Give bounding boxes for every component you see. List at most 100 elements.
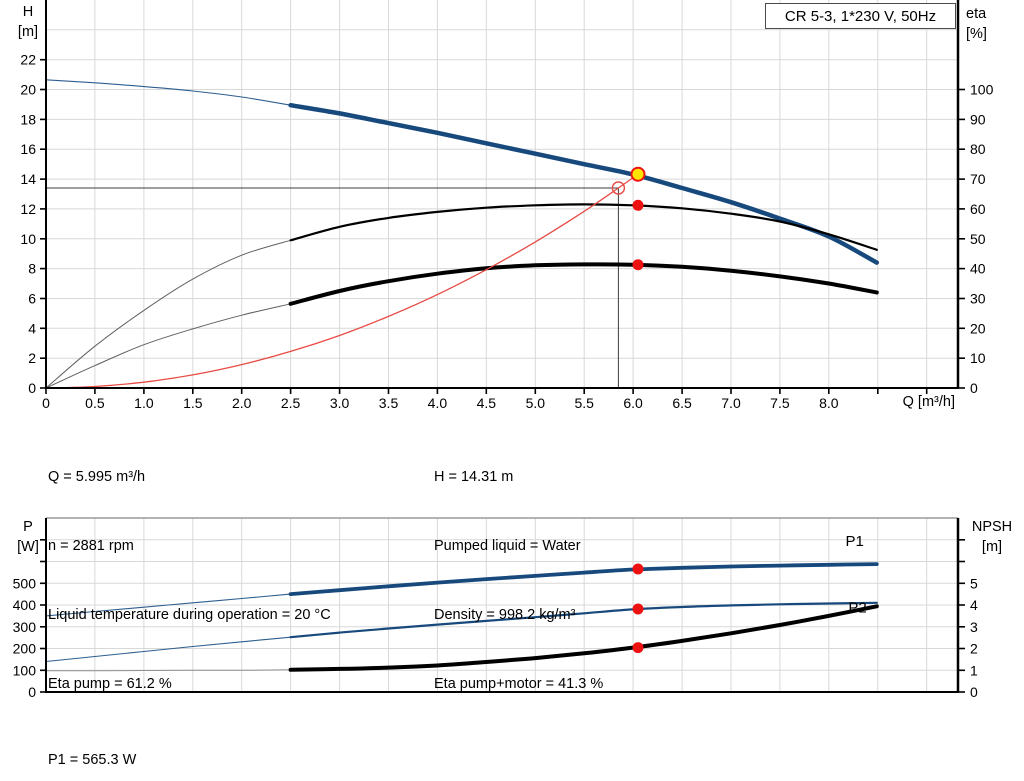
svg-text:20: 20 bbox=[970, 320, 986, 336]
svg-text:2: 2 bbox=[28, 350, 36, 366]
svg-text:6: 6 bbox=[28, 291, 36, 307]
svg-text:22: 22 bbox=[20, 52, 36, 68]
p2-curve bbox=[289, 601, 878, 639]
head-text: H = 14.31 m bbox=[434, 469, 514, 485]
svg-text:1.0: 1.0 bbox=[134, 395, 154, 411]
pumped-liquid-text: Pumped liquid = Water bbox=[434, 538, 581, 554]
duty-flow-text: Q = 5.995 m³/h bbox=[48, 469, 146, 485]
svg-text:4: 4 bbox=[970, 597, 978, 613]
system-curve bbox=[45, 173, 639, 389]
density-text: Density = 998.2 kg/m³ bbox=[434, 607, 576, 623]
svg-text:60: 60 bbox=[970, 201, 986, 217]
duty-data-left: Q = 5.995 m³/h n = 2881 rpm Liquid tempe… bbox=[48, 420, 331, 742]
svg-text:0: 0 bbox=[28, 684, 36, 700]
svg-text:2.5: 2.5 bbox=[281, 395, 301, 411]
duty-indicator-dot-1 bbox=[632, 603, 644, 615]
svg-text:5.5: 5.5 bbox=[574, 395, 594, 411]
svg-text:100: 100 bbox=[970, 82, 994, 98]
svg-text:0.5: 0.5 bbox=[85, 395, 105, 411]
eta-pump-text: Eta pump = 61.2 % bbox=[48, 676, 172, 692]
svg-text:0: 0 bbox=[28, 380, 36, 396]
svg-text:30: 30 bbox=[970, 291, 986, 307]
svg-text:3.5: 3.5 bbox=[379, 395, 399, 411]
speed-text: n = 2881 rpm bbox=[48, 538, 134, 554]
svg-text:500: 500 bbox=[13, 575, 37, 591]
series-eta-pump-curve bbox=[45, 203, 878, 389]
svg-text:6.0: 6.0 bbox=[623, 395, 643, 411]
duty-point-marker[interactable] bbox=[630, 166, 646, 182]
svg-text:0: 0 bbox=[970, 684, 978, 700]
svg-text:10: 10 bbox=[20, 231, 36, 247]
series-npsh-curve bbox=[45, 604, 879, 672]
svg-text:90: 90 bbox=[970, 111, 986, 127]
svg-text:10: 10 bbox=[970, 350, 986, 366]
svg-text:3: 3 bbox=[970, 619, 978, 635]
svg-text:1.5: 1.5 bbox=[183, 395, 203, 411]
svg-text:18: 18 bbox=[20, 111, 36, 127]
duty-indicator-dot-2 bbox=[632, 642, 644, 654]
svg-text:8.0: 8.0 bbox=[819, 395, 839, 411]
svg-text:14: 14 bbox=[20, 171, 36, 187]
top-chart: 0 2 4 6 8 10 12 14 16 18 20 22 0 10 20 30 40 50 60 70 80 90 10… bbox=[20, 0, 994, 411]
curve-label-p1: P1 bbox=[846, 533, 864, 550]
svg-text:6.5: 6.5 bbox=[672, 395, 692, 411]
series-system-curve bbox=[45, 173, 639, 389]
eta-pump-curve bbox=[289, 203, 878, 251]
duty-indicator-dot-1 bbox=[632, 259, 644, 271]
pump-model-box: CR 5-3, 1*230 V, 50Hz bbox=[765, 3, 956, 29]
svg-text:4.0: 4.0 bbox=[428, 395, 448, 411]
duty-indicator-dot-0 bbox=[632, 563, 644, 575]
svg-text:4: 4 bbox=[28, 320, 36, 336]
liquid-temp-text: Liquid temperature during operation = 20… bbox=[48, 607, 331, 623]
gridlines bbox=[46, 518, 958, 692]
pump-curve-thin bbox=[45, 79, 291, 106]
svg-text:400: 400 bbox=[13, 597, 37, 613]
pump-curve bbox=[288, 102, 880, 265]
npsh-curve-thin bbox=[45, 669, 291, 672]
gridlines bbox=[46, 0, 958, 388]
svg-text:16: 16 bbox=[20, 141, 36, 157]
svg-text:0: 0 bbox=[970, 380, 978, 396]
eta-pump-curve-thin bbox=[45, 239, 291, 389]
eta-pump-motor-curve-thin bbox=[45, 303, 291, 389]
svg-text:8: 8 bbox=[28, 261, 36, 277]
npsh-curve bbox=[288, 604, 879, 672]
svg-text:7.5: 7.5 bbox=[770, 395, 790, 411]
requested-duty-point-circle bbox=[611, 181, 626, 195]
tick-labels: 0 100 200 300 400 500 0 1 2 3 4 5 bbox=[13, 538, 978, 700]
duty-indicator-dot-0 bbox=[632, 199, 644, 211]
svg-text:50: 50 bbox=[970, 231, 986, 247]
svg-text:7.0: 7.0 bbox=[721, 395, 741, 411]
svg-text:5: 5 bbox=[970, 575, 978, 591]
bottom-left-axis-title: P [W] bbox=[17, 519, 39, 555]
svg-text:5.0: 5.0 bbox=[526, 395, 546, 411]
p1-curve-thin bbox=[45, 593, 291, 617]
series-p2-curve bbox=[45, 601, 878, 663]
bottom-chart: 0 100 200 300 400 500 0 1 2 3 4 5 P1 P2 bbox=[13, 517, 978, 700]
tick-labels: 0 2 4 6 8 10 12 14 16 18 20 22 0 10 20 30 40 50 60 70 80 90 10… bbox=[20, 52, 993, 411]
svg-text:2: 2 bbox=[970, 641, 978, 657]
series-p1-curve bbox=[45, 562, 879, 617]
svg-text:4.5: 4.5 bbox=[477, 395, 497, 411]
top-left-axis-title: H [m] bbox=[17, 4, 39, 40]
svg-text:1: 1 bbox=[970, 662, 978, 678]
eta-pump-motor-curve bbox=[288, 262, 879, 306]
power-data: P1 = 565.3 W P2 = 381.5 W NPSH = 2.04 m bbox=[48, 703, 149, 781]
eta-pump-motor-text: Eta pump+motor = 41.3 % bbox=[434, 676, 604, 692]
series-eta-pump-motor-curve bbox=[45, 262, 879, 389]
p1-text: P1 = 565.3 W bbox=[48, 752, 137, 768]
svg-text:200: 200 bbox=[13, 641, 37, 657]
svg-text:100: 100 bbox=[13, 662, 37, 678]
svg-text:300: 300 bbox=[13, 619, 37, 635]
svg-text:80: 80 bbox=[970, 141, 986, 157]
p1-curve bbox=[288, 562, 879, 596]
svg-text:20: 20 bbox=[20, 82, 36, 98]
series-pump-curve bbox=[45, 79, 880, 265]
svg-text:3.0: 3.0 bbox=[330, 395, 350, 411]
top-right-axis-title: eta [%] bbox=[966, 6, 987, 42]
p2-curve-thin bbox=[45, 636, 291, 663]
svg-text:0: 0 bbox=[42, 395, 50, 411]
pump-model-label: CR 5-3, 1*230 V, 50Hz bbox=[784, 7, 937, 25]
